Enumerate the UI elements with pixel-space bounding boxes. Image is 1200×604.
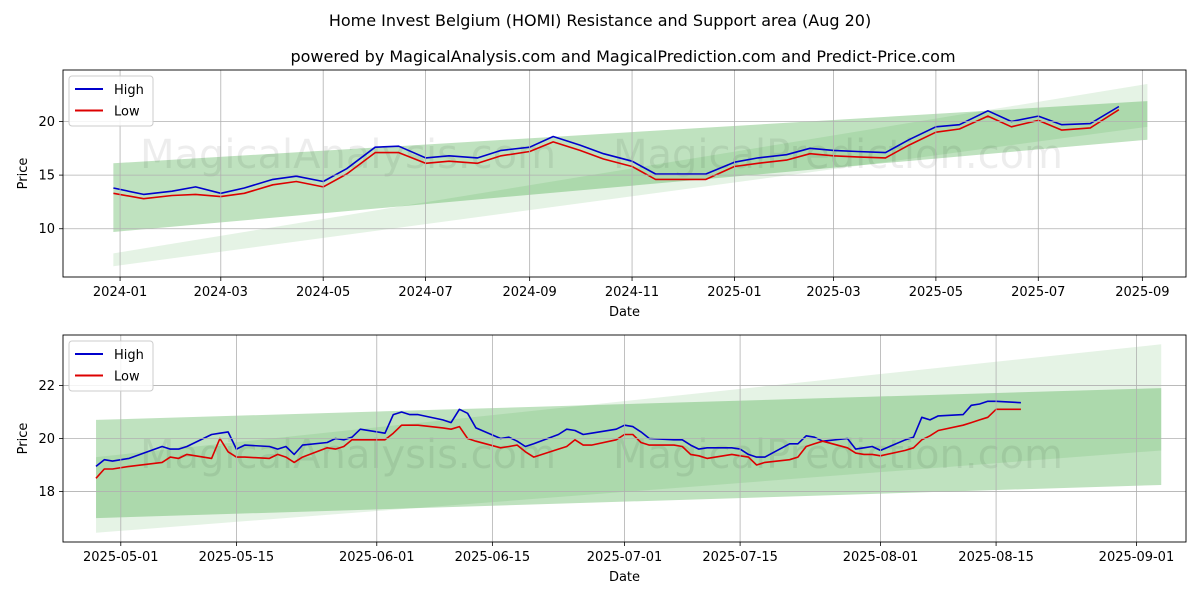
legend-label-high: High: [114, 83, 144, 98]
x-axis-label: Date: [609, 305, 640, 320]
x-tick-label: 2025-05-01: [83, 550, 159, 565]
y-tick-label: 18: [38, 485, 55, 500]
series-line-low: [113, 109, 1120, 200]
watermark-analysis: MagicalAnalysis.com: [140, 432, 556, 478]
x-tick-label: 2024-07: [398, 285, 452, 300]
series-line-high: [95, 400, 1021, 468]
top-chart-panel: MagicalAnalysis.com MagicalPrediction.com…: [16, 69, 1187, 320]
x-tick-label: 2025-08-15: [958, 550, 1034, 565]
y-tick-label: 15: [38, 169, 55, 184]
y-tick-label: 20: [38, 432, 55, 447]
x-tick-label: 2024-05: [296, 285, 350, 300]
x-tick-label: 2024-09: [502, 285, 556, 300]
x-tick-label: 2025-03: [806, 285, 860, 300]
support-resistance-band: [96, 388, 1162, 519]
watermark-analysis: MagicalAnalysis.com: [140, 132, 556, 178]
x-tick-label: 2025-07-15: [702, 550, 778, 565]
y-tick-label: 20: [38, 115, 55, 130]
series-line-low: [95, 408, 1021, 479]
x-tick-label: 2025-06-15: [455, 550, 531, 565]
watermark-prediction: MagicalPrediction.com: [613, 132, 1063, 178]
y-axis-label: Price: [16, 423, 31, 455]
legend-label-low: Low: [114, 370, 140, 385]
x-tick-label: 2024-01: [93, 285, 147, 300]
x-tick-label: 2025-07: [1011, 285, 1065, 300]
chart-subtitle: powered by MagicalAnalysis.com and Magic…: [290, 47, 955, 66]
x-tick-label: 2024-03: [194, 285, 248, 300]
plot-frame: [62, 69, 1187, 278]
legend-label-high: High: [114, 348, 144, 363]
y-tick-label: 10: [38, 222, 55, 237]
x-tick-label: 2025-09-01: [1099, 550, 1175, 565]
x-tick-label: 2024-11: [605, 285, 659, 300]
chart-title: Home Invest Belgium (HOMI) Resistance an…: [329, 11, 871, 30]
series-line-high: [113, 105, 1120, 196]
x-tick-label: 2025-06-01: [339, 550, 415, 565]
x-tick-label: 2025-07-01: [587, 550, 663, 565]
x-axis-label: Date: [609, 570, 640, 585]
x-tick-label: 2025-05-15: [199, 550, 275, 565]
plot-frame: [62, 334, 1187, 543]
legend: High Low: [68, 340, 154, 392]
y-axis-label: Price: [16, 158, 31, 190]
legend-label-low: Low: [114, 105, 140, 120]
legend: High Low: [68, 75, 154, 127]
y-tick-label: 22: [38, 379, 55, 394]
x-tick-label: 2025-09: [1115, 285, 1169, 300]
bottom-chart-panel: MagicalAnalysis.com MagicalPrediction.com…: [16, 334, 1187, 585]
x-tick-label: 2025-01: [707, 285, 761, 300]
x-tick-label: 2025-05: [909, 285, 963, 300]
x-tick-label: 2025-08-01: [843, 550, 919, 565]
